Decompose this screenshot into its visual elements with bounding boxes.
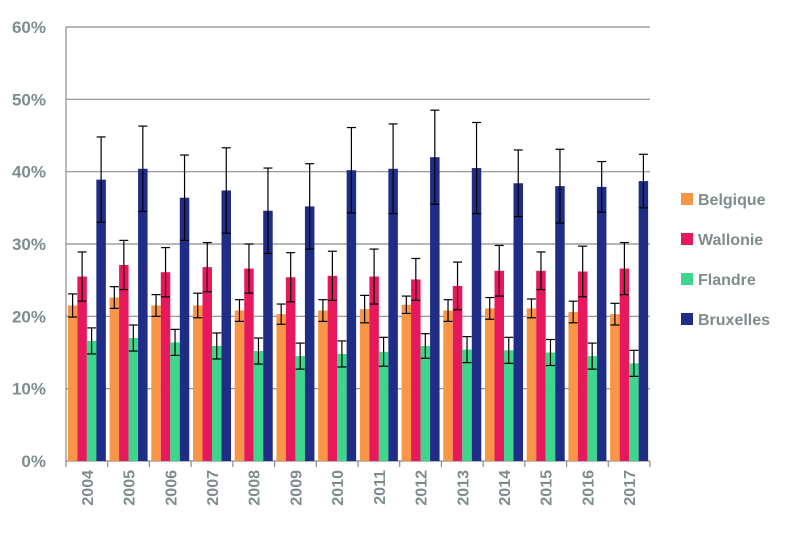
bar-bruxelles-2008 xyxy=(263,210,273,461)
bar-flandre-2017 xyxy=(629,363,639,461)
bar-bruxelles-2011 xyxy=(388,168,398,462)
bar-bruxelles-2012 xyxy=(430,157,440,461)
x-tick-label: 2014 xyxy=(497,470,514,506)
bar-bruxelles-2004 xyxy=(96,179,106,461)
bar-bruxelles-2014 xyxy=(513,183,523,462)
legend-label-wallonie: Wallonie xyxy=(698,232,763,249)
x-tick-label: 2007 xyxy=(205,470,222,506)
y-tick-label: 50% xyxy=(12,90,46,109)
bar-wallonie-2008 xyxy=(244,268,254,461)
x-tick-label: 2005 xyxy=(122,470,139,506)
bar-wallonie-2016 xyxy=(577,271,588,461)
x-tick-label: 2016 xyxy=(580,470,597,506)
bar-bruxelles-2016 xyxy=(596,186,607,461)
legend-label-belgique: Belgique xyxy=(698,192,766,209)
bar-wallonie-2004 xyxy=(77,276,87,461)
bar-belgique-2004 xyxy=(67,305,78,461)
bar-belgique-2009 xyxy=(276,314,286,461)
bar-flandre-2012 xyxy=(420,345,431,461)
bar-bruxelles-2009 xyxy=(304,206,315,461)
bar-flandre-2004 xyxy=(86,340,97,461)
x-tick-label: 2008 xyxy=(247,470,264,506)
bar-bruxelles-2006 xyxy=(179,197,190,461)
bar-flandre-2016 xyxy=(587,356,597,461)
x-tick-label: 2015 xyxy=(539,470,556,506)
bar-belgique-2017 xyxy=(610,314,620,461)
y-tick-label: 40% xyxy=(12,163,46,182)
bar-flandre-2010 xyxy=(337,353,347,461)
legend-swatch-flandre xyxy=(681,273,693,285)
bar-flandre-2009 xyxy=(295,356,305,461)
bar-flandre-2005 xyxy=(128,338,139,461)
y-tick-label: 20% xyxy=(12,307,46,326)
bar-bruxelles-2005 xyxy=(138,168,148,462)
x-tick-label: 2017 xyxy=(622,470,639,506)
bar-belgique-2016 xyxy=(568,311,578,461)
bar-bruxelles-2007 xyxy=(221,190,231,461)
bar-wallonie-2014 xyxy=(494,270,504,461)
bar-wallonie-2007 xyxy=(202,267,212,461)
bar-belgique-2005 xyxy=(109,297,120,461)
y-tick-label: 10% xyxy=(12,380,46,399)
legend-label-bruxelles: Bruxelles xyxy=(698,312,770,329)
bar-wallonie-2005 xyxy=(119,264,129,461)
bar-flandre-2007 xyxy=(212,345,222,461)
x-tick-label: 2011 xyxy=(372,470,389,505)
bar-flandre-2015 xyxy=(545,352,556,461)
bar-flandre-2006 xyxy=(170,342,180,461)
bar-wallonie-2012 xyxy=(411,279,421,461)
bar-wallonie-2011 xyxy=(369,276,379,461)
bar-belgique-2007 xyxy=(193,305,203,461)
bar-wallonie-2013 xyxy=(452,285,463,461)
bar-flandre-2011 xyxy=(378,351,389,461)
x-tick-label: 2004 xyxy=(80,470,97,506)
x-tick-label: 2010 xyxy=(330,470,347,506)
bar-wallonie-2017 xyxy=(619,268,630,461)
x-tick-label: 2006 xyxy=(163,470,180,506)
bar-bruxelles-2015 xyxy=(555,186,565,461)
x-tick-label: 2012 xyxy=(414,470,431,506)
bar-belgique-2011 xyxy=(359,309,370,461)
bar-belgique-2006 xyxy=(151,305,161,461)
bar-flandre-2013 xyxy=(462,349,472,461)
bar-flandre-2008 xyxy=(253,351,264,461)
bar-belgique-2013 xyxy=(443,310,453,461)
bar-wallonie-2015 xyxy=(536,270,546,461)
bar-bruxelles-2017 xyxy=(638,181,649,461)
bar-belgique-2014 xyxy=(485,308,495,461)
bar-wallonie-2010 xyxy=(327,275,338,461)
x-tick-label: 2013 xyxy=(455,470,472,506)
y-tick-label: 0% xyxy=(21,452,46,471)
bar-belgique-2012 xyxy=(401,304,412,461)
y-tick-label: 30% xyxy=(12,235,46,254)
bar-bruxelles-2010 xyxy=(346,170,357,461)
bar-wallonie-2009 xyxy=(285,277,296,461)
bar-belgique-2008 xyxy=(234,310,245,461)
legend-swatch-bruxelles xyxy=(681,313,693,325)
bar-belgique-2015 xyxy=(526,308,537,461)
x-tick-label: 2009 xyxy=(288,470,305,506)
bar-flandre-2014 xyxy=(504,350,514,461)
y-tick-label: 60% xyxy=(12,18,46,37)
bar-wallonie-2006 xyxy=(160,272,171,461)
legend-swatch-wallonie xyxy=(681,233,693,245)
bar-belgique-2010 xyxy=(318,310,328,461)
legend-label-flandre: Flandre xyxy=(698,272,756,289)
legend-swatch-belgique xyxy=(681,193,693,205)
bar-bruxelles-2013 xyxy=(471,168,482,462)
